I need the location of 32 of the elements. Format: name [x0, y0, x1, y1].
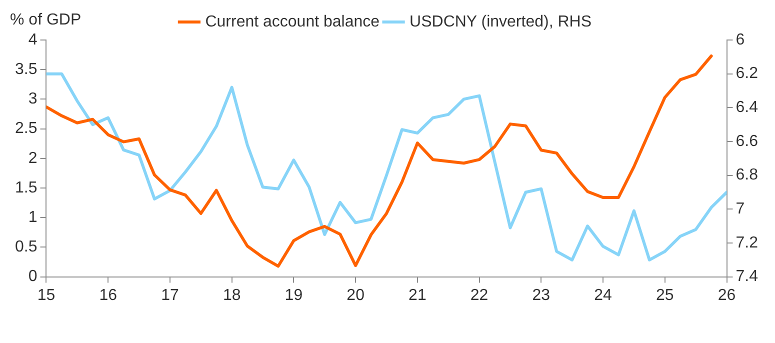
x-tick-label: 21 [408, 286, 426, 304]
y-tick-label: 0 [28, 268, 38, 286]
y-tick-label: 2.5 [14, 120, 38, 138]
y-tick-label: 1.5 [14, 179, 38, 196]
x-tick-label: 22 [470, 286, 488, 304]
y-tick-label: 3.5 [14, 61, 38, 78]
y-axis-title: % of GDP [10, 11, 82, 28]
y2-tick-label: 6.2 [736, 65, 758, 82]
x-tick-label: 16 [99, 286, 118, 304]
x-tick-label: 25 [656, 286, 674, 304]
x-tick-label: 20 [346, 286, 365, 304]
y2-tick-label: 7.4 [736, 268, 758, 286]
y2-tick-label: 7 [736, 200, 745, 218]
x-tick-label: 17 [161, 286, 179, 304]
legend-label: USDCNY (inverted), RHS [410, 13, 592, 30]
x-tick-label: 15 [37, 286, 56, 304]
x-tick-label: 26 [718, 286, 736, 304]
y2-tick-label: 7.2 [736, 234, 758, 252]
y2-tick-label: 6 [736, 31, 745, 48]
x-tick-label: 24 [594, 286, 612, 304]
legend-label: Current account balance [205, 13, 380, 30]
x-tick-label: 23 [532, 286, 550, 304]
y2-tick-label: 6.6 [736, 132, 758, 150]
y-tick-label: 3 [28, 90, 38, 108]
y2-tick-label: 6.8 [736, 166, 758, 184]
x-tick-label: 18 [222, 286, 241, 304]
y2-tick-label: 6.4 [736, 99, 758, 116]
y-tick-label: 1 [28, 209, 38, 226]
y-tick-label: 2 [28, 150, 38, 167]
y-tick-label: 4 [28, 31, 38, 48]
x-tick-label: 19 [284, 286, 303, 304]
y-tick-label: 0.5 [14, 238, 38, 256]
